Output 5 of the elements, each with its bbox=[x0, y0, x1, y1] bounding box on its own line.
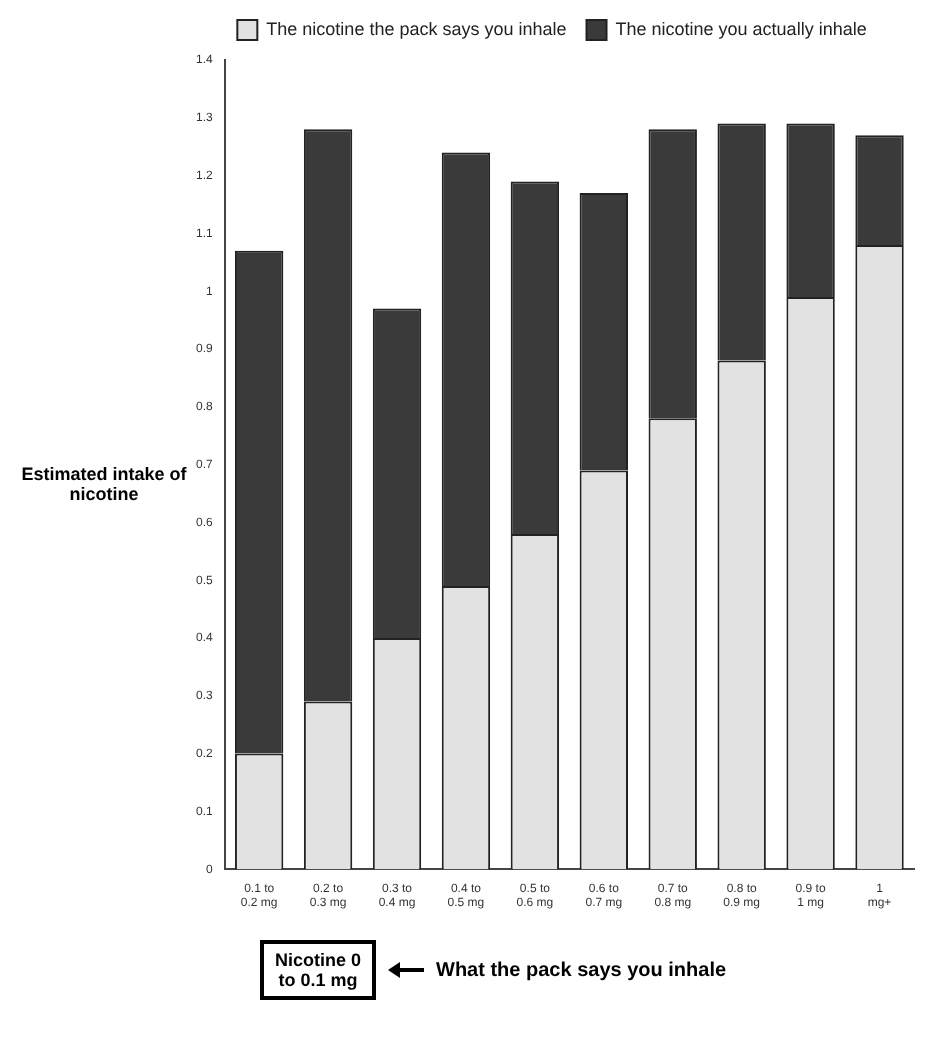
text: What the pack says you inhale bbox=[436, 959, 727, 981]
y-axis-title: Estimated intake of nicotine bbox=[21, 464, 187, 504]
text: Nicotine 0 to 0.1 mg bbox=[260, 940, 376, 1000]
legend-label: The nicotine the pack says you inhale bbox=[266, 18, 567, 39]
legend-label: The nicotine you actually inhale bbox=[615, 18, 867, 39]
